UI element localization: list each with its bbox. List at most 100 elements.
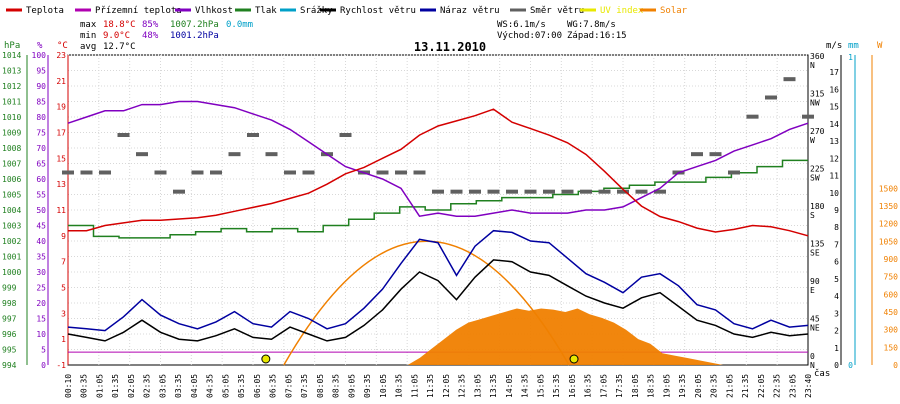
legend-label-humidity: Vlhkost [195, 6, 233, 16]
w-tick-label: 900 [884, 255, 899, 264]
stat-max-press: 1007.2hPa [170, 20, 219, 30]
hpa-tick-label: 997 [2, 315, 17, 324]
time-tick-label: 02:35 [143, 374, 152, 398]
legend-label-wind_dir: Směr větru [530, 6, 584, 16]
temp-tick-label: 23 [56, 51, 66, 60]
pct-tick-label: 25 [36, 284, 46, 293]
time-tick-label: 18:05 [631, 374, 640, 398]
legend-label-precip: Srážky [300, 6, 333, 16]
time-tick-label: 06:05 [253, 374, 262, 398]
time-tick-label: 13:35 [489, 374, 498, 398]
w-tick-label: 1050 [879, 237, 898, 246]
stat-min-label: min [80, 31, 96, 41]
stat-sunrise: Východ:07:00 [497, 31, 562, 41]
time-tick-label: 09:05 [347, 374, 356, 398]
dir-tick-label: 360 [810, 52, 825, 61]
dir-tick-label: 225 [810, 165, 825, 174]
ms-tick-label: 6 [834, 258, 839, 267]
w-tick-label: 1350 [879, 202, 898, 211]
pct-tick-label: 55 [36, 191, 46, 200]
pct-tick-label: 35 [36, 253, 46, 262]
mm-unit: mm [848, 41, 859, 51]
dir-tick-compass: S [810, 211, 815, 220]
ms-tick-label: 8 [834, 223, 839, 232]
hpa-tick-label: 1012 [2, 82, 21, 91]
w-unit: W [877, 41, 883, 51]
time-tick-label: 09:35 [363, 374, 372, 398]
temp-unit: °C [57, 41, 68, 51]
dir-tick-label: 90 [810, 277, 820, 286]
dir-tick-label: 135 [810, 240, 825, 249]
hpa-tick-label: 1009 [2, 129, 21, 138]
time-tick-label: 06:35 [269, 374, 278, 398]
time-tick-label: 04:05 [190, 374, 199, 398]
time-tick-label: 22:35 [773, 374, 782, 398]
pct-tick-label: 40 [36, 237, 46, 246]
time-tick-label: 15:05 [536, 374, 545, 398]
time-tick-label: 02:05 [127, 374, 136, 398]
pct-tick-label: 60 [36, 175, 46, 184]
dir-tick-label: 0 [810, 352, 815, 361]
time-tick-label: 07:35 [300, 374, 309, 398]
time-tick-label: 05:05 [221, 374, 230, 398]
hpa-tick-label: 1000 [2, 268, 21, 277]
w-tick-label: 600 [884, 290, 899, 299]
ms-tick-label: 13 [829, 137, 839, 146]
time-tick-label: 14:05 [505, 374, 514, 398]
ms-tick-label: 5 [834, 275, 839, 284]
time-tick-label: 21:35 [741, 374, 750, 398]
dir-tick-compass: NW [810, 99, 820, 108]
hpa-tick-label: 1008 [2, 144, 21, 153]
hpa-tick-label: 995 [2, 346, 17, 355]
time-tick-label: 12:35 [458, 374, 467, 398]
time-tick-label: 03:05 [158, 374, 167, 398]
temp-tick-label: 5 [61, 284, 66, 293]
w-tick-label: 150 [884, 343, 899, 352]
temp-tick-label: 21 [56, 77, 66, 86]
hpa-tick-label: 998 [2, 299, 17, 308]
pressure-line [68, 159, 808, 239]
time-tick-label: 01:05 [95, 374, 104, 398]
temp-tick-label: 3 [61, 309, 66, 318]
time-tick-label: 10:35 [395, 374, 404, 398]
dir-tick-label: 270 [810, 127, 825, 136]
hpa-tick-label: 1004 [2, 206, 21, 215]
ms-tick-label: 4 [834, 292, 839, 301]
hpa-tick-label: 1010 [2, 113, 21, 122]
hpa-tick-label: 1007 [2, 160, 21, 169]
time-tick-label: 17:05 [599, 374, 608, 398]
pct-tick-label: 85 [36, 98, 46, 107]
legend-label-uv: UV index [600, 6, 644, 16]
time-tick-label: 22:05 [757, 374, 766, 398]
sunset-marker [569, 354, 579, 364]
dir-tick-label: 180 [810, 202, 825, 211]
time-tick-label: 08:05 [316, 374, 325, 398]
time-tick-label: 00:35 [80, 374, 89, 398]
temp-tick-label: 15 [56, 154, 66, 163]
ms-tick-label: 12 [829, 154, 839, 163]
dir-tick-compass: N [810, 61, 815, 70]
pct-tick-label: 80 [36, 113, 46, 122]
dir-tick-compass: SE [810, 249, 820, 258]
wind-speed-line [67, 259, 809, 342]
legend-label-wind_gust: Náraz větru [440, 6, 500, 16]
time-tick-label: 17:35 [615, 374, 624, 398]
ms-tick-label: 14 [829, 120, 839, 129]
dir-tick-compass: E [810, 286, 815, 295]
pct-unit: % [37, 41, 43, 51]
time-tick-label: 01:35 [111, 374, 120, 398]
hpa-tick-label: 996 [2, 330, 17, 339]
dir-tick-compass: NE [810, 324, 820, 333]
time-tick-label: 23:05 [788, 374, 797, 398]
humidity-line [67, 100, 809, 218]
stat-max-precip: 0.0mm [226, 20, 253, 30]
hpa-tick-label: 1006 [2, 175, 21, 184]
pct-tick-label: 95 [36, 67, 46, 76]
time-tick-label: 13:05 [473, 374, 482, 398]
hpa-tick-label: 1013 [2, 67, 21, 76]
legend-label-solar: Solar [660, 6, 688, 16]
temp-tick-label: 19 [56, 103, 66, 112]
stat-min-press: 1001.2hPa [170, 31, 219, 41]
temp-tick-label: 7 [61, 258, 66, 267]
